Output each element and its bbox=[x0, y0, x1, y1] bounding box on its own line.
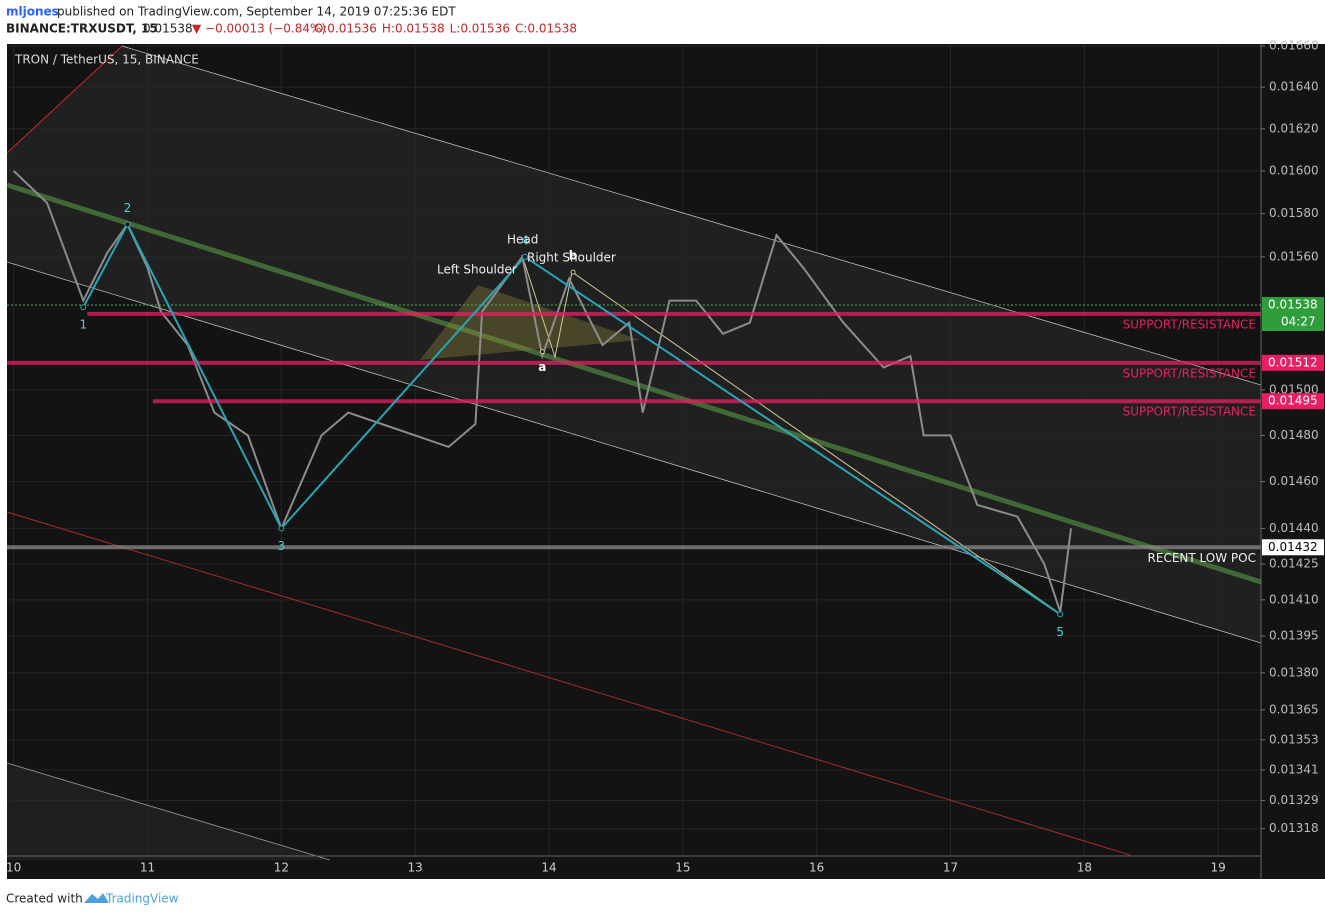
x-tick-label: 17 bbox=[943, 861, 958, 875]
trend-line bbox=[6, 261, 1262, 644]
y-tick-label: 0.01560 bbox=[1269, 249, 1319, 263]
price-tag bbox=[1262, 354, 1324, 371]
y-tick-label: 0.01425 bbox=[1269, 556, 1319, 570]
series bbox=[13, 170, 1072, 613]
ohlc-value: C:0.01538 bbox=[515, 22, 577, 36]
trend-line bbox=[6, 45, 123, 154]
trend-line bbox=[6, 762, 331, 861]
x-tick-label: 10 bbox=[6, 861, 21, 875]
price-tag bbox=[1262, 297, 1324, 332]
pattern-label: Left Shoulder bbox=[437, 263, 517, 277]
trend-line bbox=[6, 182, 1262, 585]
pattern-fill bbox=[420, 285, 640, 360]
footer: Created with bbox=[6, 892, 83, 906]
level-text: RECENT LOW POC bbox=[1148, 551, 1256, 565]
price-tag-label: 0.01432 bbox=[1268, 540, 1318, 554]
y-tick-label: 0.01460 bbox=[1269, 474, 1319, 488]
channel-fill bbox=[7, 46, 1261, 643]
y-tick-label: 0.01395 bbox=[1269, 629, 1319, 643]
wave-point bbox=[570, 269, 576, 275]
chart-title: TRON / TetherUS, 15, BINANCE bbox=[14, 53, 199, 67]
y-tick-label: 0.01341 bbox=[1269, 763, 1319, 777]
y-tick-label: 0.01580 bbox=[1269, 206, 1319, 220]
y-tick-label: 0.01640 bbox=[1269, 80, 1319, 94]
ohlc: O:0.01536 H:0.01538 L:0.01536 C:0.01538 bbox=[314, 22, 577, 36]
price-line bbox=[13, 170, 1072, 613]
price-tag-label: 0.01512 bbox=[1268, 355, 1318, 369]
x-tick-label: 12 bbox=[274, 861, 289, 875]
wave-point bbox=[521, 253, 528, 260]
wave-label: a bbox=[538, 360, 546, 374]
price-tag-label: 0.01495 bbox=[1268, 394, 1318, 408]
wave-label: 1 bbox=[79, 318, 87, 332]
price-tag bbox=[1262, 539, 1324, 556]
publisher: mljones bbox=[6, 5, 59, 19]
pattern-label: Head bbox=[507, 233, 538, 247]
wave-label: 2 bbox=[124, 201, 132, 215]
y-tick-label: 0.01660 bbox=[1269, 39, 1319, 53]
y-tick-label: 0.01380 bbox=[1269, 665, 1319, 679]
y-tick-label: 0.01353 bbox=[1269, 732, 1319, 746]
wave-point bbox=[1057, 611, 1064, 618]
overlay: 0.01660 0.01640 0.01620 0.01600 0.01580 0.015… bbox=[6, 39, 1324, 875]
grid bbox=[7, 44, 1265, 856]
pattern-label: Right Shoulder bbox=[527, 251, 616, 265]
x-tick-label: 16 bbox=[809, 861, 824, 875]
price-tag-label: 0.01538 bbox=[1268, 298, 1318, 312]
wave-label: b bbox=[569, 249, 578, 263]
wave-point bbox=[278, 525, 285, 532]
y-tick-label: 0.01410 bbox=[1269, 592, 1319, 606]
price-tag bbox=[1262, 393, 1324, 410]
y-tick-label: 0.01480 bbox=[1269, 428, 1319, 442]
logo bbox=[84, 893, 109, 903]
trend-line bbox=[121, 45, 1262, 386]
level-text: SUPPORT/RESISTANCE bbox=[1123, 405, 1256, 419]
wave-point bbox=[124, 221, 131, 228]
ohlc-value: H:0.01538 bbox=[382, 22, 445, 36]
last: 0.01538 bbox=[143, 22, 193, 36]
x-tick-label: 11 bbox=[140, 861, 155, 875]
ohlc-value: L:0.01536 bbox=[450, 22, 510, 36]
wave-label: 3 bbox=[278, 539, 286, 553]
y-tick-label: 0.01500 bbox=[1269, 382, 1319, 396]
change: ▼ −0.00013 (−0.84%) bbox=[192, 22, 326, 36]
x-tick-label: 19 bbox=[1211, 861, 1226, 875]
symbol: BINANCE:TRXUSDT, 15 bbox=[6, 22, 158, 36]
y-tick-label: 0.01318 bbox=[1269, 821, 1319, 835]
wave-label: 5 bbox=[1056, 625, 1064, 639]
ohlc-value: O:0.01536 bbox=[314, 22, 377, 36]
x-tick-label: 18 bbox=[1077, 861, 1092, 875]
wave-point bbox=[80, 304, 87, 311]
countdown: 04:27 bbox=[1281, 315, 1316, 329]
y-tick-label: 0.01365 bbox=[1269, 702, 1319, 716]
brand: TradingView bbox=[105, 892, 179, 906]
trend-line bbox=[6, 511, 1131, 856]
level-text: SUPPORT/RESISTANCE bbox=[1123, 317, 1256, 331]
y-tick-label: 0.01600 bbox=[1269, 163, 1319, 177]
wave-label: 4 bbox=[521, 233, 529, 247]
x-tick-label: 13 bbox=[408, 861, 423, 875]
y-tick-label: 0.01329 bbox=[1269, 793, 1319, 807]
level-text: SUPPORT/RESISTANCE bbox=[1123, 366, 1256, 380]
x-tick-label: 15 bbox=[675, 861, 690, 875]
wave-point bbox=[539, 349, 545, 355]
y-tick-label: 0.01440 bbox=[1269, 521, 1319, 535]
x-tick-label: 14 bbox=[541, 861, 556, 875]
published-text: published on TradingView.com, September … bbox=[57, 5, 456, 19]
y-tick-label: 0.01620 bbox=[1269, 121, 1319, 135]
